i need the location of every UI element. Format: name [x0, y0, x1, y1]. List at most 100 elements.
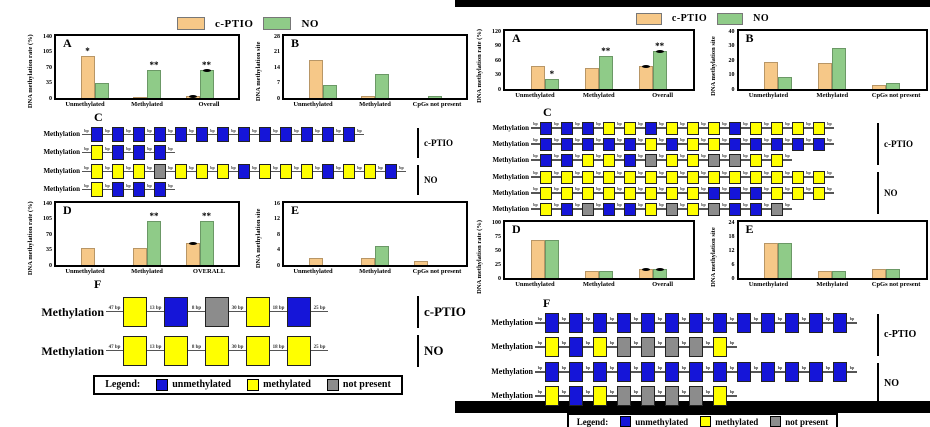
unmethylated-box — [729, 186, 741, 200]
bar-NO — [886, 83, 901, 89]
unmethylated-box — [561, 137, 573, 151]
bar-c-PTIO — [361, 95, 375, 98]
unmethylated-box — [112, 126, 124, 142]
methylated-box — [666, 170, 678, 184]
connector-line: bp — [741, 154, 750, 161]
plot-wrap: 0 6 12 18 24 E — [729, 220, 928, 282]
cpg-sequence: bp bp bp bp bp — [82, 181, 175, 197]
connector-line: bp — [124, 146, 133, 154]
legend-item: unmethylated — [620, 416, 688, 427]
panel-letter: F — [94, 277, 102, 292]
not-present-box — [771, 202, 783, 216]
error-marker — [641, 64, 650, 68]
connector-line: bp — [783, 154, 792, 161]
connector-line: bp — [847, 366, 857, 373]
bar-group — [818, 48, 847, 89]
y-tick-label: 35 — [46, 247, 52, 254]
bp-length-label: bp — [596, 137, 601, 143]
bp-length-label: bp — [596, 170, 601, 176]
bp-length-label: 30 bp — [231, 305, 244, 311]
connector-line: 13 bp — [147, 306, 164, 313]
connector-line: bp — [679, 366, 689, 373]
chart-panel-D: DNA methylation rate (%) 0 25 50 75 100 D Unmet… — [476, 219, 695, 294]
y-axis-label: DNA methylation rate (%) — [476, 220, 483, 294]
top-black-bar — [455, 0, 930, 7]
unmethylated-box — [833, 313, 847, 334]
bp-length-label: bp — [105, 127, 110, 133]
treatment-group: Methylation bp bp bp bp bp bp bp bp bp bp bp bp bp bp b… — [477, 169, 928, 217]
bar-c-PTIO — [764, 61, 779, 89]
row-label: Methylation — [491, 391, 533, 401]
not-present-box — [689, 337, 703, 358]
significance-star: ** — [601, 46, 611, 57]
connector-line: bp — [636, 187, 645, 194]
y-tick-label: 100 — [492, 219, 501, 226]
charts-row-DE: DNA methylation rate (%) 0 25 50 75 100 D Unmet… — [476, 219, 928, 294]
bp-length-label: bp — [554, 170, 559, 176]
bar-NO: ** — [598, 47, 613, 89]
bp-length-label: bp — [561, 340, 567, 346]
bp-length-label: bp — [533, 137, 538, 143]
bp-length-label: bp — [701, 186, 706, 192]
connector-line: bp — [607, 390, 617, 397]
treatment-group: Methylation bp bp bp bp bp bp bp bp bp bp bp bp bp bp M… — [477, 311, 928, 359]
methylated-box — [687, 153, 699, 167]
methylated-box — [582, 153, 594, 167]
group-bracket — [876, 314, 879, 357]
methylation-row: Methylation bp bp bp bp bp bp bp bp bp bp bp bp bp — [477, 152, 873, 168]
error-marker — [188, 242, 197, 246]
connector-line: bp — [741, 187, 750, 194]
row-label: Methylation — [491, 342, 533, 352]
bp-length-label: bp — [680, 137, 685, 143]
bar-c-PTIO — [638, 64, 653, 89]
methylation-row: Methylation bp bp bp bp bp bp bp bp bp — [477, 384, 873, 408]
bp-length-label: bp — [357, 127, 362, 133]
connector-line: 8 bp — [188, 306, 205, 313]
bp-length-label: bp — [681, 340, 687, 346]
connector-line: bp — [103, 128, 112, 136]
cpg-sequence: 47 bp 13 bp 8 bp 30 bp 18 bp 25 bp — [106, 296, 328, 327]
bp-length-label: bp — [105, 164, 110, 170]
bar-c-PTIO — [818, 271, 833, 279]
bar-NO: ** — [147, 61, 161, 98]
connector-line: bp — [703, 341, 713, 348]
significance-star: ** — [202, 59, 211, 70]
unmethylated-box — [582, 121, 594, 135]
bars-layer — [284, 203, 466, 266]
bp-length-label: bp — [575, 186, 580, 192]
bp-length-label: bp — [825, 316, 831, 322]
bp-length-label: bp — [680, 153, 685, 159]
bp-length-label: bp — [722, 153, 727, 159]
methylated-box — [666, 186, 678, 200]
unmethylated-box — [729, 202, 741, 216]
connector-line: bp — [699, 122, 708, 129]
connector-line: bp — [334, 128, 343, 136]
plot-column: 0 4 8 12 16 E Unmethylated Methylated CpGs not p… — [267, 201, 468, 275]
cpg-sequence: bp bp bp bp bp bp bp bp bp bp bp bp bp — [531, 202, 792, 216]
connector-line: bp — [636, 122, 645, 129]
connector-line: bp — [657, 154, 666, 161]
bp-length-label: 8 bp — [191, 305, 202, 311]
connector-line: bp — [657, 122, 666, 129]
connector-line: bp — [124, 183, 133, 191]
unmethylated-box — [569, 362, 583, 383]
bar-c-PTIO — [584, 67, 599, 89]
connector-line: bp — [607, 341, 617, 348]
connector-line: bp — [699, 187, 708, 194]
connector-line: bp — [825, 138, 834, 145]
plot-column: 0 35 70 105 140 D ** ** Unmethylated Methylated OV… — [39, 201, 240, 275]
group-label: NO — [884, 187, 898, 198]
row-label: Methylation — [491, 318, 533, 328]
y-tick-label: 0 — [498, 275, 501, 282]
connector-line: 47 bp — [106, 306, 123, 313]
bp-length-label: bp — [827, 170, 832, 176]
connector-line: bp — [208, 128, 217, 136]
connector-line: bp — [145, 128, 154, 136]
unmethylated-box — [569, 386, 583, 407]
connector-line: bp — [531, 203, 540, 210]
connector-line: bp — [594, 154, 603, 161]
bp-length-label: bp — [84, 127, 89, 133]
plot-area: E — [736, 220, 928, 281]
x-tick-label: Unmethylated — [293, 268, 333, 276]
bp-length-label: 13 bp — [149, 305, 162, 311]
